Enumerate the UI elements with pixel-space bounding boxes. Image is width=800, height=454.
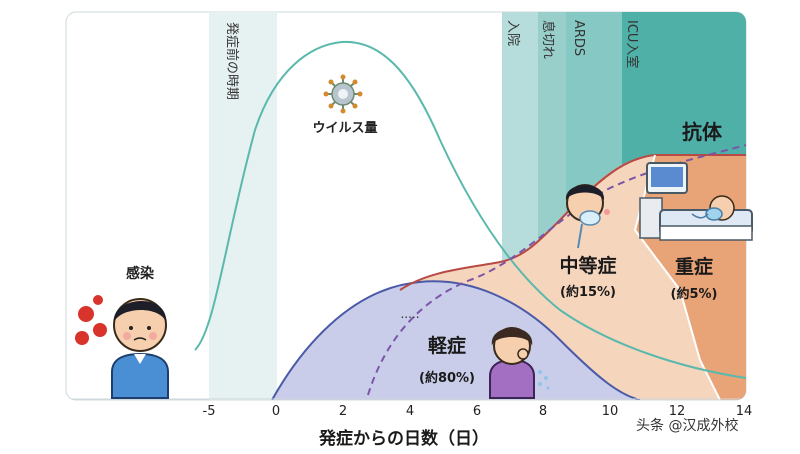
severe-percentage: (約5%) [671, 286, 718, 302]
phase-label-dyspnea: 息切れ [540, 20, 556, 59]
mild-percentage: (約80%) [419, 370, 475, 386]
x-tick: 0 [272, 404, 280, 419]
x-tick: 14 [736, 404, 753, 419]
oxygen-mask-patient-illustration [565, 184, 610, 249]
antibody-label: 抗体 [682, 120, 723, 144]
phase-label-icu: ICU入室 [624, 20, 640, 68]
germs-icon [75, 295, 107, 345]
phase-label-presymptomatic: 発症前の時期 [224, 22, 240, 100]
x-tick: 12 [669, 404, 686, 419]
severe-label: 重症 [675, 255, 713, 278]
mild-curve [271, 280, 641, 400]
phase-label-hospitalization: 入院 [505, 20, 520, 46]
watermark: 头条 @汉成外校 [636, 417, 738, 434]
infection-label: 感染 [126, 265, 155, 282]
moderate-percentage: (約15%) [560, 284, 616, 300]
mild-region [272, 281, 640, 400]
mild-ellipsis: ..... [400, 307, 419, 321]
moderate-label: 中等症 [559, 254, 616, 277]
presymptomatic-band [209, 12, 277, 400]
moderate-boundary [399, 154, 746, 291]
x-tick: 6 [473, 404, 481, 419]
coughing-person-illustration [489, 327, 550, 399]
x-tick: 10 [602, 404, 619, 419]
x-tick: 8 [539, 404, 547, 419]
x-axis: -5 0 2 4 6 8 10 12 14 [203, 404, 753, 419]
x-axis-title: 発症からの日数（日） [318, 428, 489, 449]
infected-person-illustration [111, 298, 169, 399]
mild-label: 軽症 [428, 334, 466, 357]
virus-load-curve [194, 40, 746, 379]
virus-load-label: ウイルス量 [312, 121, 377, 136]
phase-label-ards: ARDS [571, 20, 586, 56]
x-tick: 4 [406, 404, 414, 419]
x-tick: 2 [339, 404, 347, 419]
x-tick: -5 [203, 404, 216, 419]
virus-icon [323, 74, 363, 114]
icu-bed-illustration [639, 162, 753, 241]
